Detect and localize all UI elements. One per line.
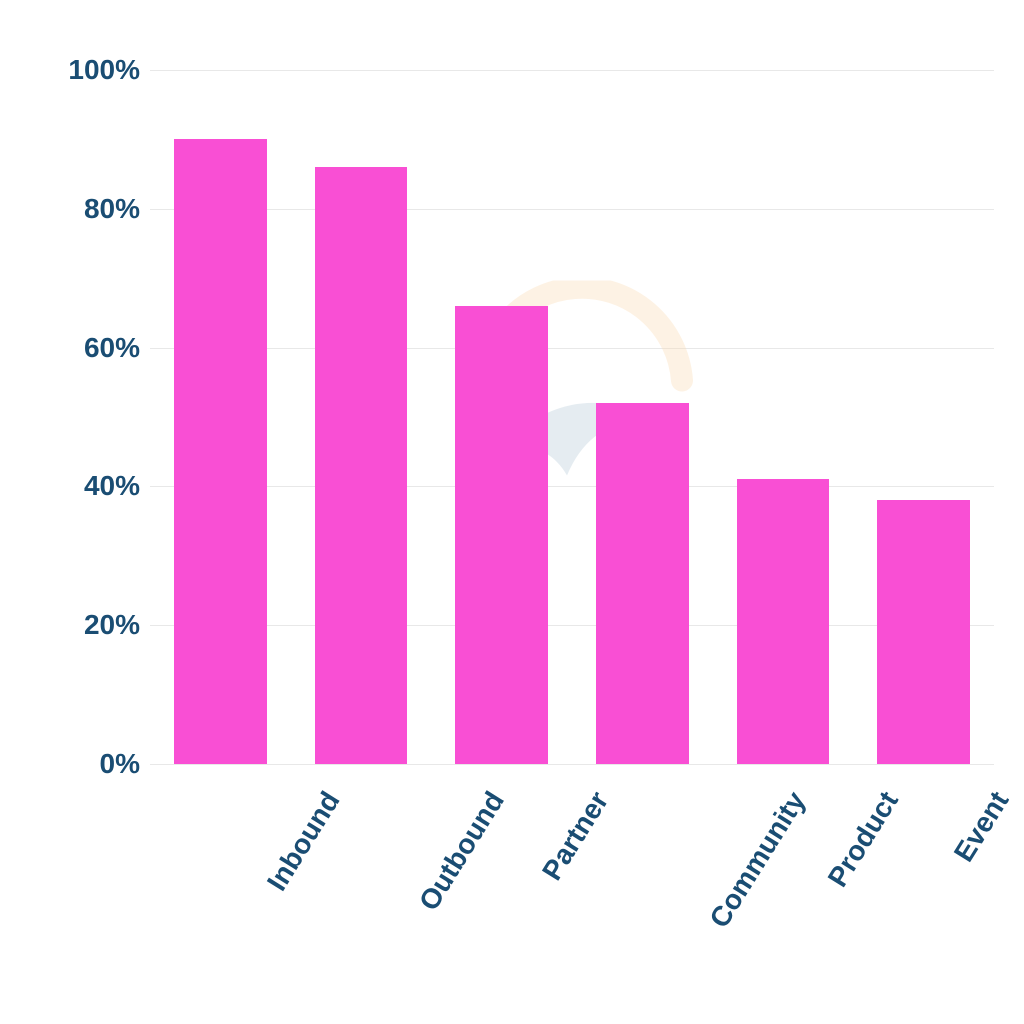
bar [596,403,689,764]
x-slot: Outbound [291,764,432,964]
bar-chart: 0%20%40%60%80%100% InboundOutboundPartne… [50,70,994,964]
bar [174,139,267,764]
x-slot: Community [572,764,713,964]
y-tick-label: 100% [68,54,140,86]
x-tick-label: Event [948,786,1016,868]
bar-slot [572,70,713,764]
y-tick-label: 40% [84,470,140,502]
bar-slot [853,70,994,764]
y-tick-label: 80% [84,193,140,225]
bar [877,500,970,764]
x-slot: Product [713,764,854,964]
y-tick-label: 60% [84,332,140,364]
x-axis: InboundOutboundPartnerCommunityProductEv… [150,764,994,964]
bar-slot [291,70,432,764]
bars-row [150,70,994,764]
bar [315,167,408,764]
bar [737,479,830,764]
y-tick-label: 0% [100,748,140,780]
plot-area [150,70,994,764]
bar-slot [150,70,291,764]
x-slot: Event [853,764,994,964]
x-slot: Partner [431,764,572,964]
x-slot: Inbound [150,764,291,964]
bar-slot [713,70,854,764]
bar-slot [431,70,572,764]
y-axis: 0%20%40%60%80%100% [50,70,150,764]
y-tick-label: 20% [84,609,140,641]
bar [455,306,548,764]
